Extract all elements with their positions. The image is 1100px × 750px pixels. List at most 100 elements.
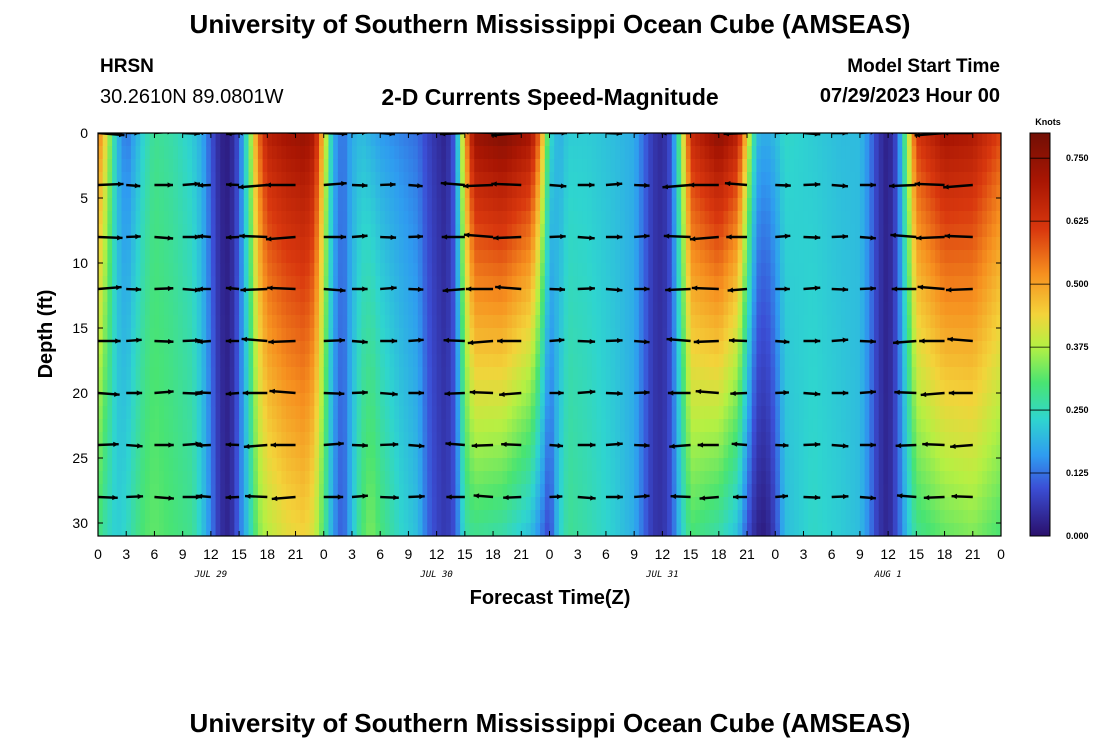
heatmap-cell (502, 484, 508, 498)
heatmap-cell (812, 419, 819, 433)
heatmap-cell (121, 237, 127, 251)
heatmap-cell (587, 523, 593, 536)
heatmap-cell (380, 406, 386, 420)
heatmap-cell (135, 341, 141, 355)
heatmap-cell (98, 302, 104, 316)
heatmap-cell (558, 471, 565, 485)
heatmap-cell (206, 133, 212, 147)
heatmap-cell (685, 133, 692, 147)
heatmap-cell (540, 432, 546, 446)
heatmap-cell (812, 497, 819, 511)
heatmap-cell (168, 484, 174, 498)
heatmap-cell (342, 211, 348, 225)
heatmap-cell (563, 211, 569, 225)
heatmap-cell (196, 302, 203, 316)
heatmap-cell (408, 237, 414, 251)
heatmap-cell (779, 237, 786, 251)
heatmap-cell (121, 458, 127, 472)
heatmap-cell (140, 224, 146, 238)
heatmap-cell (446, 133, 452, 147)
heatmap-cell (356, 341, 362, 355)
heatmap-cell (685, 510, 692, 524)
heatmap-cell (530, 289, 536, 303)
heatmap-cell (511, 159, 518, 173)
heatmap-cell (850, 471, 856, 485)
heatmap-cell (591, 276, 598, 290)
heatmap-cell (836, 237, 842, 251)
heatmap-cell (478, 146, 485, 160)
heatmap-cell (469, 432, 475, 446)
heatmap-cell (563, 341, 569, 355)
heatmap-cell (469, 289, 475, 303)
heatmap-cell (347, 367, 353, 381)
heatmap-cell (615, 471, 621, 485)
heatmap-cell (450, 393, 457, 407)
heatmap-cell (229, 380, 235, 394)
heatmap-cell (253, 510, 259, 524)
heatmap-cell (196, 263, 203, 277)
heatmap-cell (474, 497, 480, 511)
heatmap-cell (803, 172, 809, 186)
heatmap-cell (446, 146, 452, 160)
heatmap-cell (159, 445, 165, 459)
heatmap-cell (779, 510, 786, 524)
heatmap-cell (573, 380, 579, 394)
heatmap-cell (290, 159, 297, 173)
heatmap-cell (643, 523, 649, 536)
heatmap-cell (328, 497, 334, 511)
heatmap-cell (714, 289, 720, 303)
heatmap-cell (267, 393, 273, 407)
heatmap-cell (558, 315, 565, 329)
heatmap-cell (168, 380, 174, 394)
heatmap-cell (474, 328, 480, 342)
heatmap-cell (605, 484, 612, 498)
heatmap-cell (685, 341, 692, 355)
heatmap-cell (286, 380, 292, 394)
heatmap-cell (417, 250, 424, 264)
heatmap-cell (286, 198, 292, 212)
heatmap-cell (427, 523, 433, 536)
heatmap-cell (638, 471, 645, 485)
heatmap-cell (159, 185, 165, 199)
heatmap-cell (408, 367, 414, 381)
heatmap-cell (690, 263, 696, 277)
heatmap-cell (648, 211, 654, 225)
heatmap-cell (469, 367, 475, 381)
heatmap-cell (281, 328, 287, 342)
heatmap-cell (116, 354, 123, 368)
heatmap-cell (685, 393, 692, 407)
heatmap-cell (173, 302, 179, 316)
heatmap-cell (685, 237, 692, 251)
heatmap-cell (243, 523, 250, 536)
heatmap-cell (789, 432, 795, 446)
heatmap-cell (779, 341, 786, 355)
heatmap-cell (460, 237, 466, 251)
heatmap-cell (408, 458, 414, 472)
heatmap-cell (737, 198, 743, 212)
heatmap-cell (102, 393, 108, 407)
heatmap-cell (493, 289, 499, 303)
heatmap-cell (530, 211, 536, 225)
heatmap-cell (455, 406, 461, 420)
heatmap-cell (502, 146, 508, 160)
heatmap-cell (845, 497, 852, 511)
heatmap-cell (568, 250, 574, 264)
heatmap-cell (394, 276, 400, 290)
heatmap-cell (530, 445, 536, 459)
heatmap-cell (652, 146, 659, 160)
heatmap-cell (558, 159, 565, 173)
heatmap-cell (304, 315, 311, 329)
heatmap-cell (540, 133, 546, 147)
heatmap-cell (177, 471, 184, 485)
heatmap-cell (427, 484, 433, 498)
heatmap-cell (187, 146, 193, 160)
heatmap-cell (709, 523, 715, 536)
heatmap-cell (742, 367, 748, 381)
heatmap-cell (638, 250, 645, 264)
heatmap-cell (112, 380, 118, 394)
heatmap-cell (826, 471, 833, 485)
heatmap-cell (488, 224, 494, 238)
heatmap-cell (530, 328, 536, 342)
heatmap-cell (681, 211, 687, 225)
heatmap-cell (441, 354, 447, 368)
